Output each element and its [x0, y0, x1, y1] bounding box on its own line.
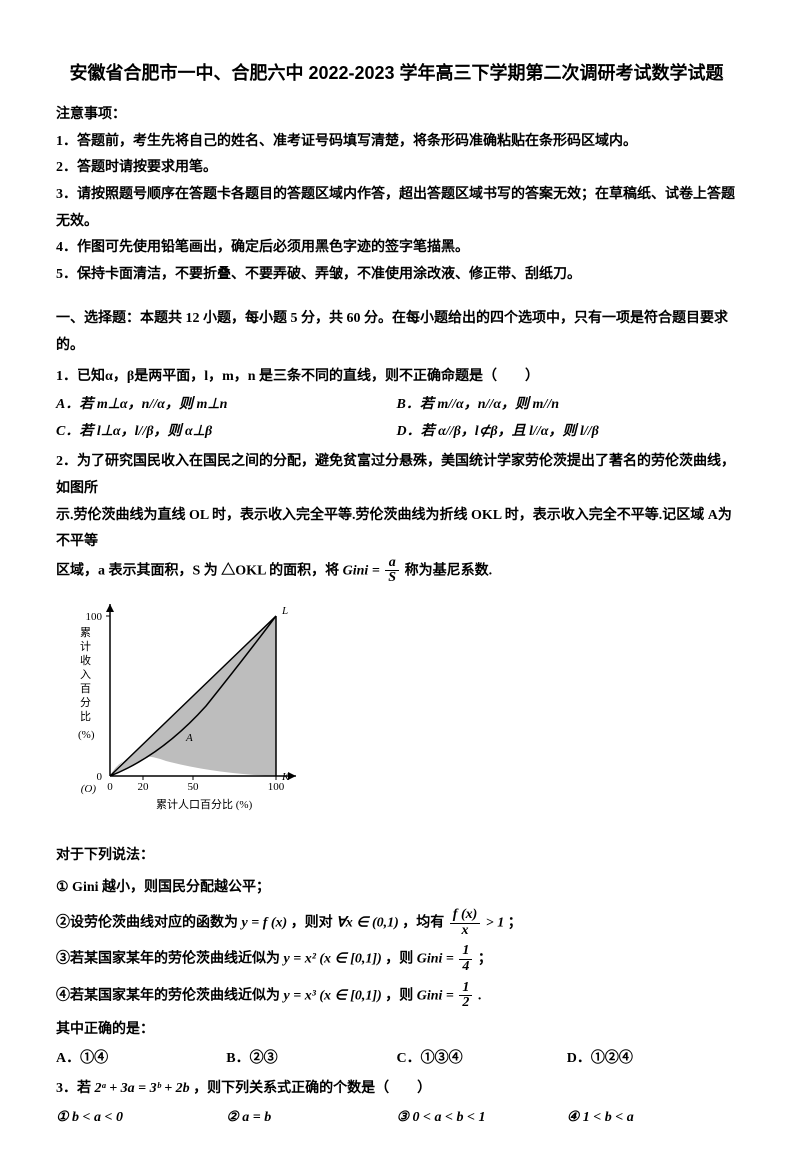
- point-o: (O): [81, 783, 97, 795]
- svg-text:分: 分: [80, 696, 91, 709]
- q2-line3-b: 称为基尼系数.: [405, 563, 493, 578]
- q3-opt-4: ④ 1 < b < a: [567, 1105, 737, 1132]
- q3-opt-1: ① b < a < 0: [56, 1105, 226, 1132]
- q2-line2: 示.劳伦茨曲线为直线 OL 时，表示收入完全平等.劳伦茨曲线为折线 OKL 时，…: [56, 503, 737, 556]
- q3-opt-3: ③ 0 < a < b < 1: [397, 1105, 567, 1132]
- tick-20: 20: [138, 781, 150, 793]
- note-5: 5．保持卡面清洁，不要折叠、不要弄破、弄皱，不准使用涂改液、修正带、刮纸刀。: [56, 262, 737, 289]
- point-l: L: [281, 605, 288, 617]
- svg-text:计: 计: [80, 640, 91, 653]
- gini-fraction: a S: [383, 556, 401, 586]
- q2-correct-head: 其中正确的是：: [56, 1017, 737, 1044]
- q2-s2: ②设劳伦茨曲线对应的函数为 y = f (x) ，则对 ∀x ∈ (0,1) ，…: [56, 908, 737, 938]
- q2-line1: 2．为了研究国民收入在国民之间的分配，避免贫富过分悬殊，美国统计学家劳伦茨提出了…: [56, 449, 737, 502]
- svg-text:比: 比: [80, 710, 91, 723]
- ytick-0: 0: [97, 771, 103, 783]
- q2-opt-d: D．①②④: [567, 1046, 737, 1073]
- q2-s4: ④若某国家某年的劳伦茨曲线近似为 y = x³ (x ∈ [0,1]) ，则 G…: [56, 981, 737, 1011]
- q3-stem: 3．若 2ᵃ + 3a = 3ᵇ + 2b ，则下列关系式正确的个数是（ ）: [56, 1076, 737, 1103]
- q1-opt-a: A．若 m⊥α，n//α，则 m⊥n: [56, 392, 397, 419]
- tick-50: 50: [188, 781, 200, 793]
- q1-stem: 1．已知α，β是两平面，l，m，n 是三条不同的直线，则不正确命题是（ ）: [56, 364, 737, 391]
- svg-text:收: 收: [80, 653, 91, 667]
- q2-line3-a: 区域，a 表示其面积，S 为 △OKL 的面积，将: [56, 563, 339, 578]
- section-1-heading: 一、选择题：本题共 12 小题，每小题 5 分，共 60 分。在每小题给出的四个…: [56, 306, 737, 359]
- point-k: K: [281, 771, 290, 783]
- ytick-100: 100: [86, 611, 103, 623]
- lorenz-chart: 0 20 50 100 100 0 L K (O) A 累 计 收 入 百 分 …: [66, 596, 737, 837]
- q2-opt-a: A．①④: [56, 1046, 226, 1073]
- q2-s1: ① Gini 越小，则国民分配越公平；: [56, 875, 737, 902]
- q2-s3: ③若某国家某年的劳伦茨曲线近似为 y = x² (x ∈ [0,1]) ，则 G…: [56, 944, 737, 974]
- xlabel: 累计人口百分比 (%): [156, 798, 253, 811]
- q1-opt-b: B．若 m//α，n//α，则 m//n: [397, 392, 738, 419]
- q2-opt-c: C．①③④: [397, 1046, 567, 1073]
- q3-opt-2: ② a = b: [226, 1105, 396, 1132]
- svg-text:入: 入: [80, 669, 91, 681]
- svg-text:百: 百: [80, 683, 91, 695]
- ylabel: 累: [80, 626, 91, 639]
- region-a: A: [185, 732, 193, 744]
- tick-0: 0: [107, 781, 113, 793]
- svg-text:(%): (%): [78, 729, 95, 741]
- note-3: 3．请按照题号顺序在答题卡各题目的答题区域内作答，超出答题区域书写的答案无效；在…: [56, 182, 737, 235]
- q2-line3: 区域，a 表示其面积，S 为 △OKL 的面积，将 Gini = a S 称为基…: [56, 556, 737, 586]
- note-1: 1．答题前，考生先将自己的姓名、准考证号码填写清楚，将条形码准确粘贴在条形码区域…: [56, 129, 737, 156]
- gini-label: Gini =: [343, 563, 380, 578]
- note-4: 4．作图可先使用铅笔画出，确定后必须用黑色字迹的签字笔描黑。: [56, 235, 737, 262]
- notes-heading: 注意事项：: [56, 102, 737, 129]
- q2-statements-head: 对于下列说法：: [56, 843, 737, 870]
- q1-opt-c: C．若 l⊥α，l//β，则 α⊥β: [56, 419, 397, 446]
- q1-opt-d: D．若 α//β，l⊄β，且 l//α，则 l//β: [397, 419, 738, 446]
- note-2: 2．答题时请按要求用笔。: [56, 155, 737, 182]
- q2-opt-b: B．②③: [226, 1046, 396, 1073]
- page-title: 安徽省合肥市一中、合肥六中 2022-2023 学年高三下学期第二次调研考试数学…: [56, 56, 737, 90]
